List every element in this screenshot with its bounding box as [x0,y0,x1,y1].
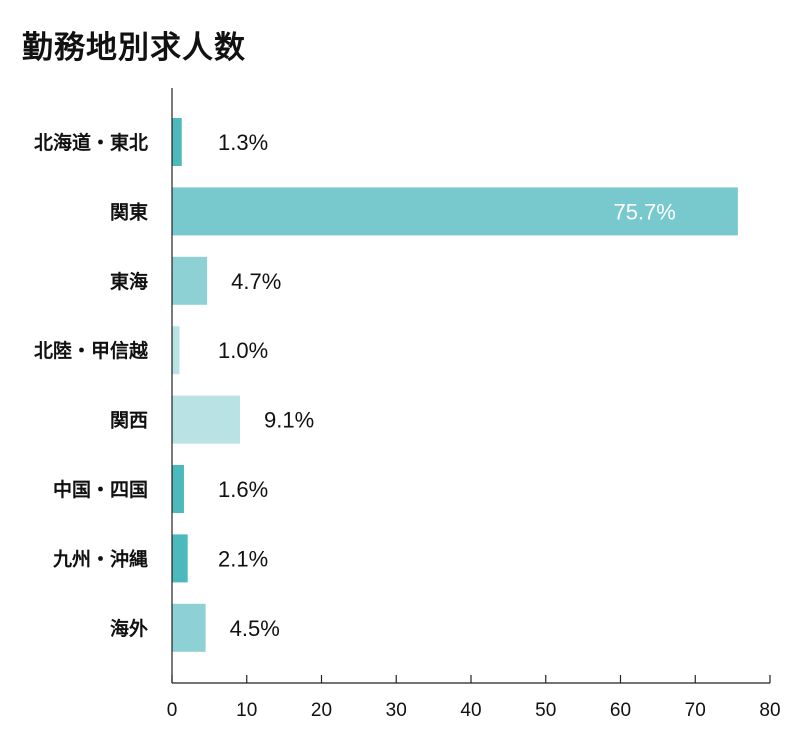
x-tick-label: 30 [386,700,407,721]
axis-layer: 0 10 20 30 40 50 60 70 80 [167,88,781,721]
bar [172,118,182,166]
value-label: 9.1% [264,408,314,433]
x-tick-label: 10 [236,700,257,721]
x-tick-label: 0 [167,700,178,721]
value-label: 1.0% [218,338,268,363]
category-label: 関東 [110,200,148,223]
labels-layer: 北海道・東北 1.3% 関東 75.7% 東海 4.7% 北陸・甲信越 1.0% 関西 9.1% 中… [34,130,676,641]
value-label: 4.5% [230,616,280,641]
value-label: 1.6% [218,477,268,502]
bar [172,603,206,652]
bar [172,395,241,444]
bar [172,534,188,583]
bar [172,187,738,236]
bar [172,256,208,305]
category-label: 中国・四国 [53,478,148,501]
bars-layer [172,118,738,652]
x-tick-label: 60 [610,700,631,721]
value-label: 4.7% [231,269,281,294]
category-label: 関西 [110,410,148,432]
x-tick-label: 50 [535,700,556,721]
category-label: 東海 [110,270,148,293]
value-label: 2.1% [218,546,268,571]
value-label: 75.7% [613,199,675,224]
x-tick-label: 40 [460,700,481,721]
x-tick-label: 20 [311,700,332,721]
value-label: 1.3% [218,130,268,155]
category-label: 九州・沖縄 [52,547,148,570]
bar [172,465,184,513]
x-tick-label: 70 [685,700,706,721]
category-label: 北海道・東北 [34,131,148,154]
category-label: 海外 [110,617,148,640]
chart-title: 勤務地別求人数 [22,30,246,66]
category-label: 北陸・甲信越 [34,339,149,362]
x-tick-label: 80 [759,700,780,721]
bar [172,326,180,375]
